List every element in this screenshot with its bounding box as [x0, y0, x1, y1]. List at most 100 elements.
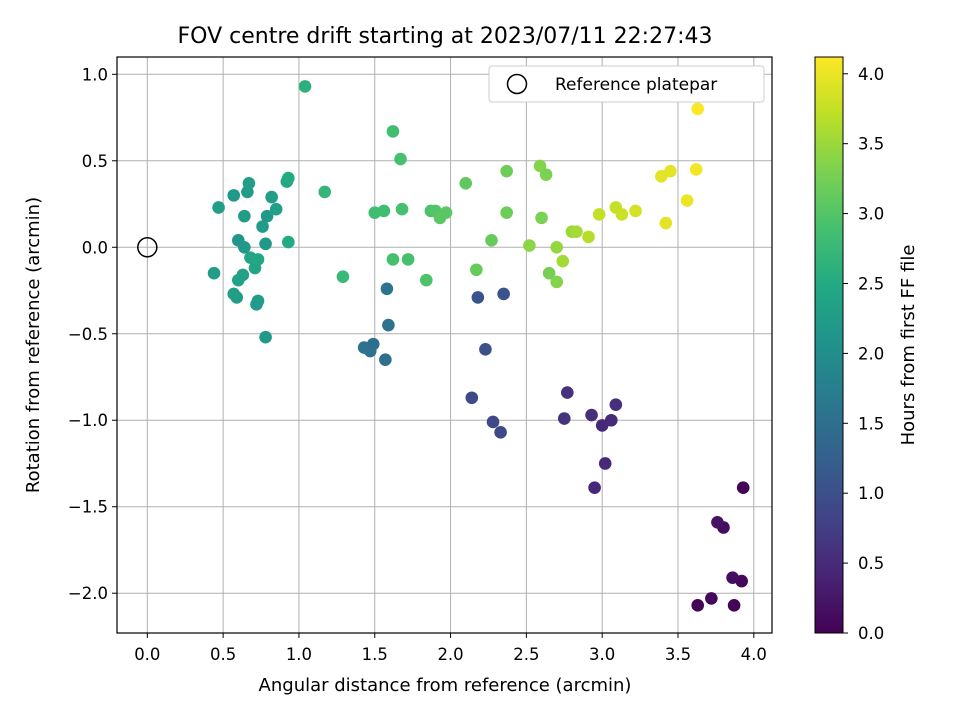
- data-point: [500, 164, 513, 178]
- x-tick-label: 2.5: [513, 645, 539, 664]
- x-tick-label: 4.0: [741, 645, 767, 664]
- data-point: [336, 270, 350, 283]
- y-tick-label: −0.5: [68, 325, 108, 344]
- x-axis-label: Angular distance from reference (arcmin): [259, 675, 632, 696]
- scatter-points: [207, 80, 750, 612]
- x-tick-label: 2.0: [437, 645, 463, 664]
- reference-platepar-marker: [137, 237, 158, 258]
- data-point: [588, 481, 601, 495]
- legend-marker: [506, 73, 528, 95]
- plot-background: [117, 57, 772, 633]
- data-point: [736, 481, 750, 495]
- data-point: [265, 190, 278, 204]
- data-point: [539, 168, 553, 181]
- colorbar-tick-label: 2.5: [858, 274, 884, 293]
- data-point: [386, 253, 400, 266]
- data-point: [212, 201, 225, 214]
- data-point: [259, 330, 272, 344]
- data-point: [691, 102, 705, 116]
- colorbar-tick-label: 0.0: [858, 624, 884, 643]
- data-point: [629, 204, 642, 218]
- data-point: [420, 273, 433, 287]
- data-point: [471, 291, 485, 304]
- x-tick-label: 3.0: [589, 645, 615, 664]
- data-point: [582, 230, 595, 244]
- data-point: [615, 208, 629, 221]
- data-point: [570, 225, 583, 239]
- y-tick-label: 1.0: [82, 65, 108, 84]
- x-tick-label: 1.0: [286, 645, 312, 664]
- colorbar-tick-label: 1.0: [858, 484, 884, 503]
- data-point: [259, 237, 272, 251]
- legend: Reference platepar: [488, 65, 765, 103]
- data-point: [556, 254, 570, 268]
- data-point: [535, 211, 548, 225]
- data-point: [260, 209, 274, 223]
- data-point: [251, 253, 265, 266]
- data-point: [705, 592, 718, 605]
- data-point: [377, 204, 391, 218]
- data-point: [542, 266, 556, 280]
- data-point: [251, 294, 265, 308]
- data-point: [298, 80, 312, 93]
- data-point: [726, 571, 739, 584]
- x-tick-label: 0.5: [210, 645, 236, 664]
- data-point: [318, 185, 332, 199]
- colorbar-ticks: 0.0 0.5 1.0 1.5 2.0 2.5 3.0 3.5 4.0: [843, 65, 884, 643]
- data-point: [592, 208, 606, 221]
- data-point: [395, 202, 409, 216]
- colorbar-label: Hours from first FF file: [898, 245, 919, 446]
- data-point: [691, 599, 705, 612]
- data-point: [727, 599, 741, 612]
- data-point: [470, 263, 483, 277]
- colorbar-tick-label: 4.0: [858, 65, 884, 84]
- chart-title: FOV centre drift starting at 2023/07/11 …: [178, 24, 713, 49]
- data-point: [494, 426, 507, 439]
- data-point: [465, 391, 479, 405]
- y-axis-ticks: 1.0 0.5 0.0 −0.5 −1.0 −1.5 −2.0: [68, 65, 117, 603]
- legend-entry-reference-platepar: Reference platepar: [555, 75, 717, 95]
- y-tick-label: −1.0: [68, 411, 108, 430]
- colorbar-tick-label: 1.5: [858, 414, 884, 433]
- y-axis-label: Rotation from reference (arcmin): [23, 197, 44, 493]
- data-point: [207, 266, 221, 280]
- y-tick-label: 0.0: [82, 238, 108, 257]
- data-point: [439, 206, 453, 219]
- data-point: [379, 353, 392, 367]
- data-point: [236, 268, 250, 282]
- data-point: [386, 125, 400, 138]
- y-tick-label: −2.0: [68, 584, 108, 603]
- data-point: [598, 457, 612, 470]
- data-point: [659, 216, 673, 230]
- colorbar: 0.0 0.5 1.0 1.5 2.0 2.5 3.0 3.5 4.0 Hours from f…: [814, 56, 919, 643]
- data-point: [561, 386, 574, 399]
- colorbar-tick-label: 3.0: [858, 205, 884, 224]
- x-tick-label: 1.5: [362, 645, 388, 664]
- data-point: [550, 275, 563, 289]
- data-point: [609, 398, 623, 411]
- data-point: [585, 408, 598, 422]
- colorbar-tick-label: 3.5: [858, 135, 884, 154]
- data-point: [269, 202, 283, 216]
- colorbar-tick-label: 0.5: [858, 554, 884, 573]
- data-point: [479, 343, 492, 356]
- data-point: [380, 282, 394, 296]
- plot-area: 0.0 0.5 1.0 1.5 2.0 2.5 3.0 3.5 4.0 1.0 0.5 0.0 −0.…: [68, 56, 773, 664]
- data-point: [664, 164, 677, 178]
- y-tick-label: 0.5: [82, 152, 108, 171]
- data-point: [282, 235, 295, 249]
- data-point: [485, 234, 498, 247]
- data-point: [230, 291, 244, 304]
- data-point: [497, 287, 510, 301]
- data-point: [680, 194, 694, 207]
- data-point: [401, 253, 415, 266]
- legend-box: [488, 65, 765, 103]
- colorbar-gradient: [814, 56, 844, 634]
- data-point: [459, 176, 473, 190]
- y-tick-label: −1.5: [68, 498, 108, 517]
- x-tick-label: 3.5: [665, 645, 691, 664]
- data-point: [500, 206, 513, 219]
- data-point: [231, 234, 245, 247]
- data-point: [711, 515, 724, 529]
